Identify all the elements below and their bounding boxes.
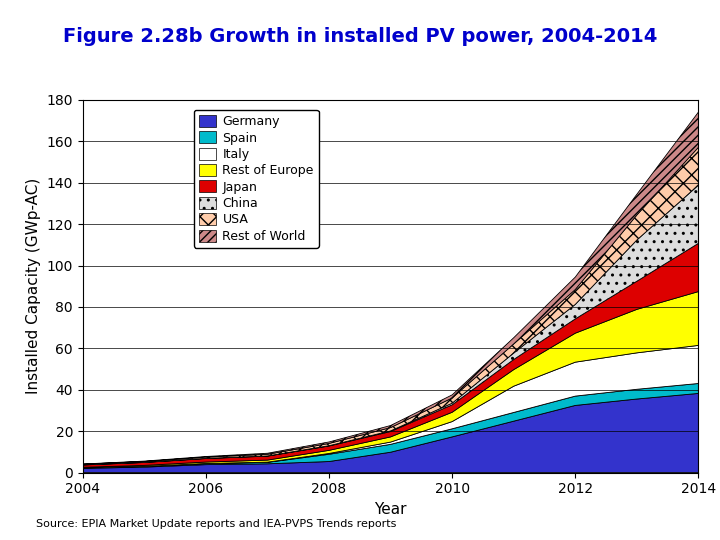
Text: Figure 2.28b Growth in installed PV power, 2004-2014: Figure 2.28b Growth in installed PV powe… — [63, 27, 657, 46]
Text: Source: EPIA Market Update reports and IEA-PVPS Trends reports: Source: EPIA Market Update reports and I… — [36, 519, 397, 529]
X-axis label: Year: Year — [374, 502, 407, 517]
Legend: Germany, Spain, Italy, Rest of Europe, Japan, China, USA, Rest of World: Germany, Spain, Italy, Rest of Europe, J… — [194, 110, 319, 248]
Y-axis label: Installed Capacity (GWp-AC): Installed Capacity (GWp-AC) — [26, 178, 41, 394]
